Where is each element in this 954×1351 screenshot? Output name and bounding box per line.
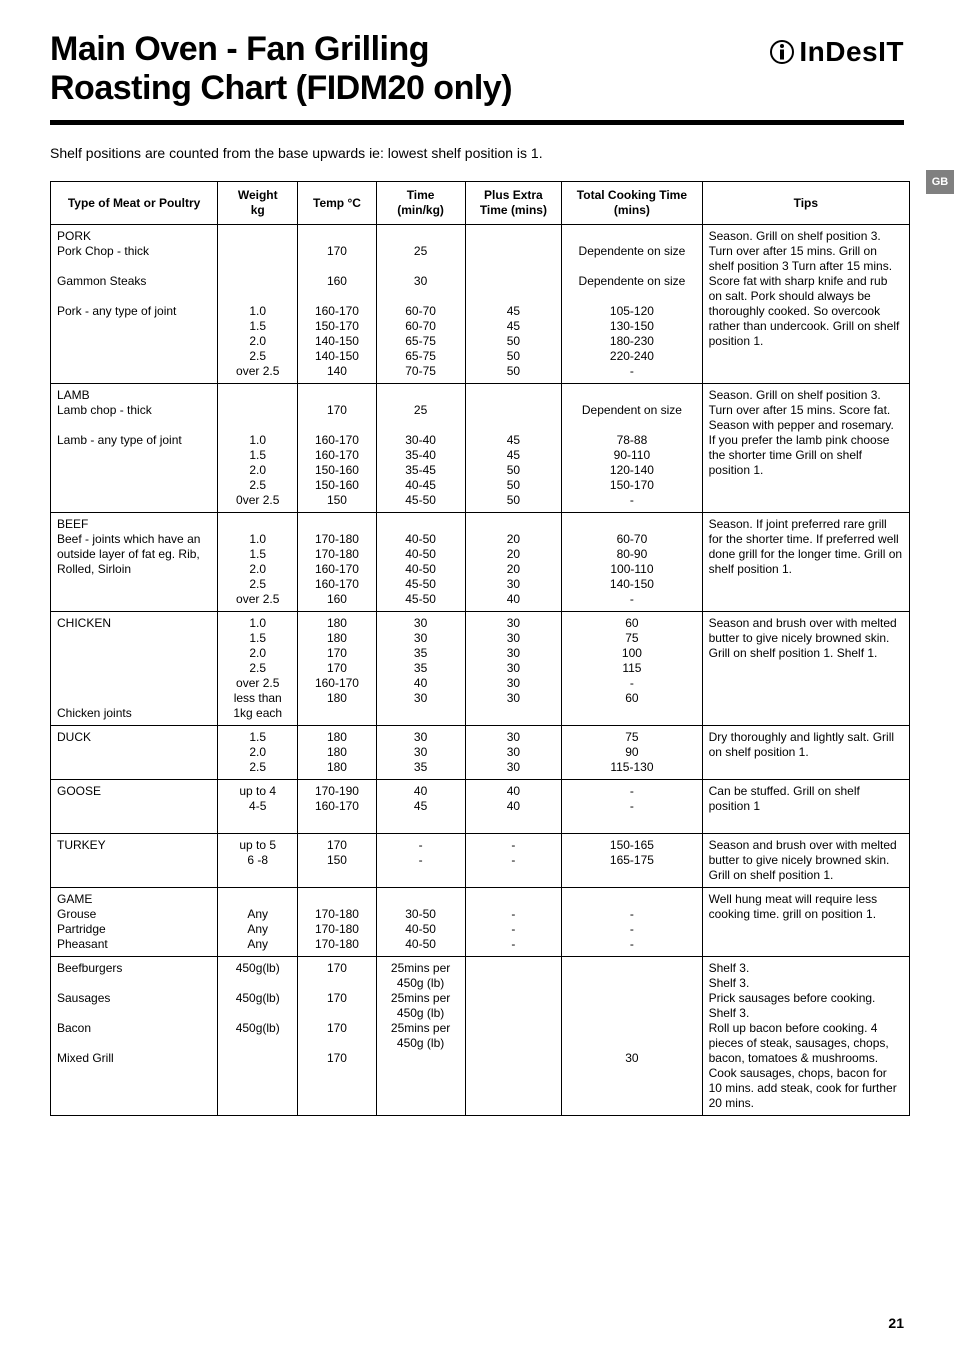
cell: 30 30 35 bbox=[376, 726, 465, 780]
cell: 30 30 35 35 40 30 bbox=[376, 612, 465, 726]
table-row: DUCK1.5 2.0 2.5180 180 18030 30 3530 30 … bbox=[51, 726, 910, 780]
title-line-2: Roasting Chart (FIDM20 only) bbox=[50, 69, 512, 107]
title-line-1: Main Oven - Fan Grilling bbox=[50, 30, 429, 68]
cell: CHICKEN Chicken joints bbox=[51, 612, 218, 726]
cell: BEEF Beef - joints which have an outside… bbox=[51, 513, 218, 612]
table-row: LAMB Lamb chop - thick Lamb - any type o… bbox=[51, 384, 910, 513]
cell: 40 40 bbox=[465, 780, 562, 834]
brand-text: InDesIT bbox=[799, 36, 904, 68]
cell: 170-180 170-180 160-170 160-170 160 bbox=[298, 513, 376, 612]
col-extra: Plus Extra Time (mins) bbox=[465, 182, 562, 225]
cell: PORK Pork Chop - thick Gammon Steaks Por… bbox=[51, 225, 218, 384]
cell: 25 30-40 35-40 35-45 40-45 45-50 bbox=[376, 384, 465, 513]
col-weight: Weight kg bbox=[218, 182, 298, 225]
cell: up to 5 6 -8 bbox=[218, 834, 298, 888]
table-row: GOOSEup to 4 4-5170-190 160-17040 4540 4… bbox=[51, 780, 910, 834]
cell: Season and brush over with melted butter… bbox=[702, 612, 909, 726]
cell: Season. If joint preferred rare grill fo… bbox=[702, 513, 909, 612]
divider bbox=[50, 120, 904, 125]
cell: TURKEY bbox=[51, 834, 218, 888]
cell: 180 180 170 170 160-170 180 bbox=[298, 612, 376, 726]
cell: 1.0 1.5 2.0 2.5 over 2.5 less than 1kg e… bbox=[218, 612, 298, 726]
table-header-row: Type of Meat or Poultry Weight kg Temp °… bbox=[51, 182, 910, 225]
cell: 150-165 165-175 bbox=[562, 834, 702, 888]
cell: Dependente on size Dependente on size 10… bbox=[562, 225, 702, 384]
cell: Well hung meat will require less cooking… bbox=[702, 888, 909, 957]
cell: 1.0 1.5 2.0 2.5 over 2.5 bbox=[218, 225, 298, 384]
table-row: CHICKEN Chicken joints1.0 1.5 2.0 2.5 ov… bbox=[51, 612, 910, 726]
cell: 1.0 1.5 2.0 2.5 0ver 2.5 bbox=[218, 384, 298, 513]
cell: - - bbox=[376, 834, 465, 888]
cell: 170 160 160-170 150-170 140-150 140-150 … bbox=[298, 225, 376, 384]
cell: 75 90 115-130 bbox=[562, 726, 702, 780]
cell: 170-190 160-170 bbox=[298, 780, 376, 834]
cell: Dry thoroughly and lightly salt. Grill o… bbox=[702, 726, 909, 780]
region-tab: GB bbox=[926, 170, 954, 194]
cell: 170 160-170 160-170 150-160 150-160 150 bbox=[298, 384, 376, 513]
cell: 170 170 170 170 bbox=[298, 957, 376, 1116]
col-temp: Temp °C bbox=[298, 182, 376, 225]
roasting-table: Type of Meat or Poultry Weight kg Temp °… bbox=[50, 181, 910, 1116]
col-total: Total Cooking Time (mins) bbox=[562, 182, 702, 225]
cell: 1.0 1.5 2.0 2.5 over 2.5 bbox=[218, 513, 298, 612]
table-row: GAME Grouse Partridge Pheasant Any Any A… bbox=[51, 888, 910, 957]
col-type: Type of Meat or Poultry bbox=[51, 182, 218, 225]
cell: - - bbox=[465, 834, 562, 888]
table-row: Beefburgers Sausages Bacon Mixed Grill45… bbox=[51, 957, 910, 1116]
cell: - - - bbox=[562, 888, 702, 957]
brand-logo: InDesIT bbox=[769, 36, 904, 68]
cell: 40 45 bbox=[376, 780, 465, 834]
cell: GOOSE bbox=[51, 780, 218, 834]
header: Main Oven - Fan Grilling Roasting Chart … bbox=[50, 30, 904, 108]
table-row: BEEF Beef - joints which have an outside… bbox=[51, 513, 910, 612]
page: Main Oven - Fan Grilling Roasting Chart … bbox=[0, 0, 954, 1351]
cell: Season and brush over with melted butter… bbox=[702, 834, 909, 888]
cell: 45 45 50 50 50 bbox=[465, 384, 562, 513]
info-icon bbox=[769, 39, 795, 65]
cell: Beefburgers Sausages Bacon Mixed Grill bbox=[51, 957, 218, 1116]
cell: Dependent on size 78-88 90-110 120-140 1… bbox=[562, 384, 702, 513]
cell: 60-70 80-90 100-110 140-150 - bbox=[562, 513, 702, 612]
cell: - - bbox=[562, 780, 702, 834]
cell: 170 150 bbox=[298, 834, 376, 888]
table-row: TURKEYup to 5 6 -8170 150- -- -150-165 1… bbox=[51, 834, 910, 888]
table-body: PORK Pork Chop - thick Gammon Steaks Por… bbox=[51, 225, 910, 1116]
cell: 30 30 30 30 30 30 bbox=[465, 612, 562, 726]
cell bbox=[465, 957, 562, 1116]
cell: - - - bbox=[465, 888, 562, 957]
cell: Season. Grill on shelf position 3. Turn … bbox=[702, 384, 909, 513]
cell: Season. Grill on shelf position 3. Turn … bbox=[702, 225, 909, 384]
cell: Any Any Any bbox=[218, 888, 298, 957]
cell: 1.5 2.0 2.5 bbox=[218, 726, 298, 780]
cell: up to 4 4-5 bbox=[218, 780, 298, 834]
cell: 30 bbox=[562, 957, 702, 1116]
col-time: Time (min/kg) bbox=[376, 182, 465, 225]
cell: 45 45 50 50 50 bbox=[465, 225, 562, 384]
cell: 450g(lb) 450g(lb) 450g(lb) bbox=[218, 957, 298, 1116]
cell: 30-50 40-50 40-50 bbox=[376, 888, 465, 957]
cell: DUCK bbox=[51, 726, 218, 780]
cell: 20 20 20 30 40 bbox=[465, 513, 562, 612]
cell: 25 30 60-70 60-70 65-75 65-75 70-75 bbox=[376, 225, 465, 384]
cell: 30 30 30 bbox=[465, 726, 562, 780]
table-row: PORK Pork Chop - thick Gammon Steaks Por… bbox=[51, 225, 910, 384]
col-tips: Tips bbox=[702, 182, 909, 225]
page-title: Main Oven - Fan Grilling Roasting Chart … bbox=[50, 30, 512, 108]
cell: 40-50 40-50 40-50 45-50 45-50 bbox=[376, 513, 465, 612]
intro-text: Shelf positions are counted from the bas… bbox=[50, 145, 904, 161]
cell: Can be stuffed. Grill on shelf position … bbox=[702, 780, 909, 834]
cell: GAME Grouse Partridge Pheasant bbox=[51, 888, 218, 957]
cell: 60 75 100 115 - 60 bbox=[562, 612, 702, 726]
cell: 25mins per 450g (lb) 25mins per 450g (lb… bbox=[376, 957, 465, 1116]
page-number: 21 bbox=[888, 1315, 904, 1331]
cell: 180 180 180 bbox=[298, 726, 376, 780]
cell: 170-180 170-180 170-180 bbox=[298, 888, 376, 957]
cell: LAMB Lamb chop - thick Lamb - any type o… bbox=[51, 384, 218, 513]
cell: Shelf 3. Shelf 3. Prick sausages before … bbox=[702, 957, 909, 1116]
